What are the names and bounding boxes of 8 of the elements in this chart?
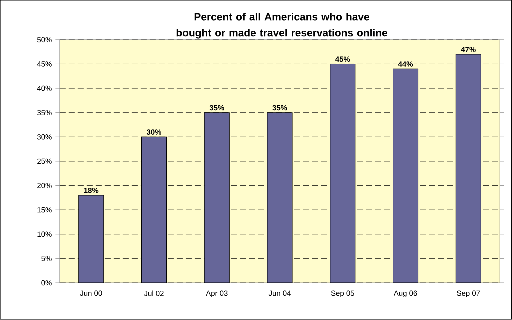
bar [393,68,419,284]
bar [267,112,293,284]
bar [204,112,230,284]
bar [330,64,356,284]
chart-title: Percent of all Americans who have bought or made travel reservations online [176,13,388,39]
bar [141,136,168,284]
bar [456,54,482,284]
bar [78,195,104,284]
